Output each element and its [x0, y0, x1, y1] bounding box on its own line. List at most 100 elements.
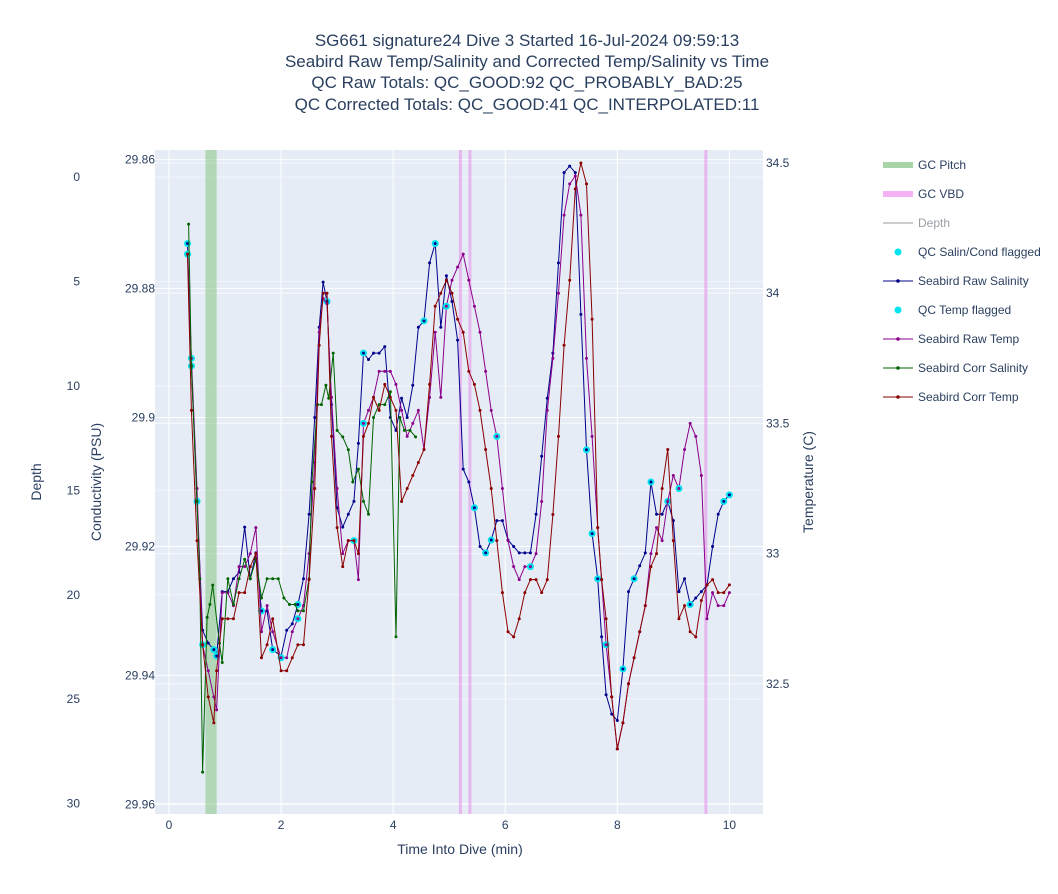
seabird-raw-salinity-point[interactable]: [271, 648, 275, 652]
seabird-corr-temp-point[interactable]: [388, 395, 392, 399]
seabird-corr-temp-point[interactable]: [688, 630, 692, 634]
seabird-corr-temp-point[interactable]: [186, 252, 190, 256]
seabird-raw-salinity-point[interactable]: [367, 358, 371, 362]
seabird-raw-temp-point[interactable]: [523, 565, 527, 569]
seabird-corr-salinity-point[interactable]: [324, 383, 328, 387]
seabird-corr-salinity-point[interactable]: [346, 448, 350, 452]
seabird-corr-temp-point[interactable]: [666, 447, 670, 451]
seabird-corr-temp-point[interactable]: [428, 382, 432, 386]
seabird-corr-temp-point[interactable]: [523, 591, 527, 595]
seabird-raw-salinity-point[interactable]: [649, 480, 653, 484]
seabird-corr-temp-point[interactable]: [579, 161, 583, 165]
seabird-raw-temp-point[interactable]: [660, 539, 664, 543]
seabird-raw-temp-point[interactable]: [400, 408, 404, 412]
seabird-raw-salinity-point[interactable]: [584, 448, 588, 452]
seabird-corr-temp-point[interactable]: [361, 434, 365, 438]
seabird-raw-temp-point[interactable]: [290, 630, 294, 634]
legend-item-label[interactable]: GC Pitch: [918, 158, 966, 172]
seabird-raw-temp-point[interactable]: [467, 278, 471, 282]
seabird-corr-temp-point[interactable]: [456, 317, 460, 321]
seabird-corr-temp-point[interactable]: [478, 408, 482, 412]
seabird-raw-salinity-point[interactable]: [540, 454, 544, 458]
seabird-raw-temp-point[interactable]: [562, 213, 566, 217]
seabird-raw-temp-point[interactable]: [296, 617, 300, 621]
seabird-raw-temp-point[interactable]: [416, 408, 420, 412]
seabird-corr-temp-point[interactable]: [727, 583, 731, 587]
seabird-raw-temp-point[interactable]: [220, 591, 224, 595]
seabird-corr-temp-point[interactable]: [317, 343, 321, 347]
seabird-raw-salinity-point[interactable]: [186, 241, 190, 245]
seabird-corr-temp-point[interactable]: [433, 304, 437, 308]
seabird-corr-temp-point[interactable]: [377, 408, 381, 412]
seabird-corr-temp-point[interactable]: [237, 591, 241, 595]
seabird-raw-salinity-point[interactable]: [444, 274, 448, 278]
seabird-corr-temp-point[interactable]: [450, 291, 454, 295]
seabird-raw-temp-point[interactable]: [545, 408, 549, 412]
seabird-corr-temp-point[interactable]: [621, 721, 625, 725]
seabird-raw-salinity-point[interactable]: [562, 171, 566, 175]
seabird-corr-temp-point[interactable]: [422, 447, 426, 451]
seabird-raw-salinity-point[interactable]: [400, 396, 404, 400]
seabird-corr-salinity-point[interactable]: [372, 416, 376, 420]
seabird-corr-salinity-point[interactable]: [201, 770, 205, 774]
seabird-raw-salinity-point[interactable]: [450, 299, 454, 303]
seabird-corr-temp-point[interactable]: [189, 408, 193, 412]
seabird-corr-temp-point[interactable]: [383, 382, 387, 386]
seabird-raw-temp-point[interactable]: [584, 356, 588, 360]
seabird-corr-temp-point[interactable]: [467, 369, 471, 373]
legend-item-label[interactable]: QC Salin/Cond flagged: [918, 245, 1041, 259]
seabird-corr-temp-point[interactable]: [643, 604, 647, 608]
seabird-raw-salinity-point[interactable]: [301, 577, 305, 581]
seabird-raw-temp-point[interactable]: [705, 617, 709, 621]
seabird-raw-salinity-point[interactable]: [352, 499, 356, 503]
seabird-corr-temp-point[interactable]: [506, 630, 510, 634]
seabird-corr-temp-point[interactable]: [296, 643, 300, 647]
seabird-corr-temp-point[interactable]: [394, 408, 398, 412]
seabird-corr-salinity-point[interactable]: [293, 602, 297, 606]
seabird-corr-temp-point[interactable]: [212, 721, 216, 725]
seabird-raw-temp-point[interactable]: [699, 473, 703, 477]
seabird-raw-temp-point[interactable]: [500, 487, 504, 491]
seabird-raw-temp-point[interactable]: [495, 434, 499, 438]
seabird-raw-salinity-point[interactable]: [523, 551, 527, 555]
legend-item-label[interactable]: QC Temp flagged: [918, 303, 1011, 317]
seabird-raw-temp-point[interactable]: [383, 369, 387, 373]
seabird-corr-temp-point[interactable]: [400, 500, 404, 504]
seabird-raw-salinity-point[interactable]: [372, 351, 376, 355]
seabird-corr-salinity-point[interactable]: [394, 635, 398, 639]
seabird-corr-salinity-point[interactable]: [296, 609, 300, 613]
seabird-corr-salinity-point[interactable]: [383, 403, 387, 407]
seabird-corr-temp-point[interactable]: [248, 565, 252, 569]
seabird-raw-temp-point[interactable]: [540, 500, 544, 504]
legend-swatch[interactable]: [894, 248, 902, 256]
seabird-corr-temp-point[interactable]: [321, 291, 325, 295]
seabird-corr-temp-point[interactable]: [439, 291, 443, 295]
seabird-corr-temp-point[interactable]: [671, 539, 675, 543]
seabird-corr-salinity-point[interactable]: [408, 428, 412, 432]
seabird-raw-salinity-point[interactable]: [472, 506, 476, 510]
seabird-corr-temp-point[interactable]: [254, 552, 258, 556]
seabird-raw-salinity-point[interactable]: [478, 544, 482, 548]
seabird-corr-temp-point[interactable]: [444, 278, 448, 282]
seabird-corr-temp-point[interactable]: [722, 591, 726, 595]
seabird-corr-temp-point[interactable]: [461, 330, 465, 334]
seabird-corr-temp-point[interactable]: [290, 656, 294, 660]
seabird-raw-salinity-point[interactable]: [643, 551, 647, 555]
seabird-raw-salinity-point[interactable]: [296, 602, 300, 606]
seabird-raw-salinity-point[interactable]: [711, 544, 715, 548]
seabird-raw-salinity-point[interactable]: [621, 667, 625, 671]
seabird-corr-temp-point[interactable]: [341, 565, 345, 569]
seabird-raw-salinity-point[interactable]: [212, 648, 216, 652]
seabird-raw-salinity-point[interactable]: [356, 441, 360, 445]
seabird-raw-salinity-point[interactable]: [433, 241, 437, 245]
seabird-raw-temp-point[interactable]: [377, 369, 381, 373]
legend-item-label[interactable]: Depth: [918, 216, 950, 230]
legend-item-label[interactable]: Seabird Raw Temp: [918, 332, 1019, 346]
seabird-corr-temp-point[interactable]: [195, 539, 199, 543]
seabird-corr-temp-point[interactable]: [500, 591, 504, 595]
seabird-raw-temp-point[interactable]: [506, 539, 510, 543]
seabird-raw-temp-point[interactable]: [534, 552, 538, 556]
seabird-corr-temp-point[interactable]: [711, 578, 715, 582]
seabird-corr-salinity-point[interactable]: [231, 602, 235, 606]
seabird-corr-temp-point[interactable]: [411, 473, 415, 477]
